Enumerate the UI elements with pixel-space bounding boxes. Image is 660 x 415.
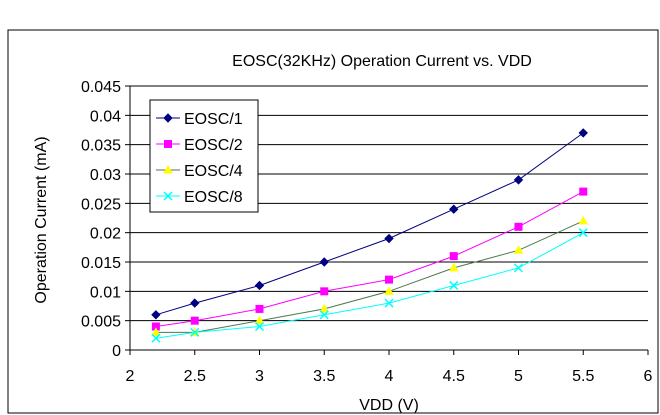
data-point <box>449 280 459 290</box>
legend-label: EOSC/2 <box>184 137 243 154</box>
y-tick-label: 0.04 <box>90 108 121 125</box>
legend-marker <box>163 191 173 201</box>
x-tick-label: 4 <box>385 368 394 385</box>
x-tick-label: 4.5 <box>443 368 465 385</box>
x-axis-title: VDD (V) <box>359 397 419 414</box>
data-point <box>151 310 161 320</box>
legend-label: EOSC/8 <box>184 189 243 206</box>
data-point <box>151 327 161 336</box>
legend-entry: EOSC/1 <box>156 111 243 128</box>
y-tick-label: 0.03 <box>90 167 121 184</box>
legend-marker <box>164 140 172 148</box>
data-point <box>254 315 265 325</box>
axes <box>125 85 649 355</box>
series-4 <box>151 228 588 343</box>
y-tick-label: 0 <box>112 343 121 360</box>
data-point <box>319 303 330 313</box>
data-point <box>254 322 265 332</box>
legend-entry: EOSC/4 <box>156 163 243 180</box>
x-tick-label: 5.5 <box>572 368 594 385</box>
data-point <box>579 187 588 196</box>
y-tick-label: 0.045 <box>81 79 121 96</box>
tick-labels: 0 0.005 0.01 0.015 0.02 0.025 0.03 0.035 0.04 0.0… <box>81 79 653 385</box>
legend-marker <box>163 113 173 123</box>
x-tick-label: 5 <box>514 368 523 385</box>
series-3 <box>151 215 589 336</box>
data-point <box>384 286 394 295</box>
y-tick-label: 0.02 <box>90 226 121 243</box>
data-point <box>578 228 588 238</box>
data-point <box>513 263 524 273</box>
y-tick-label: 0.005 <box>81 314 121 331</box>
y-tick-label: 0.01 <box>90 284 121 301</box>
y-tick-label: 0.035 <box>81 138 121 155</box>
data-point <box>151 333 161 343</box>
series-line <box>155 232 584 339</box>
x-tick-label: 3 <box>255 368 264 385</box>
data-point <box>578 128 588 138</box>
legend: EOSC/1 EOSC/2 EOSC/4 EOSC/8 <box>149 99 259 213</box>
x-tick-label: 2 <box>126 368 135 385</box>
y-tick-label: 0.015 <box>81 255 121 272</box>
data-point <box>190 327 200 337</box>
series-line <box>155 132 584 316</box>
series-line <box>155 191 584 327</box>
data-point <box>449 204 459 214</box>
series-line <box>155 220 584 333</box>
data-point <box>319 257 329 267</box>
data-point <box>255 304 264 313</box>
legend-label: EOSC/1 <box>184 111 243 128</box>
series-1 <box>151 128 588 320</box>
x-tick-label: 3.5 <box>313 368 335 385</box>
data-point <box>385 275 393 284</box>
data-point <box>190 298 200 308</box>
data-point <box>384 298 394 308</box>
data-point <box>190 316 199 325</box>
x-tick-label: 2.5 <box>184 368 206 385</box>
legend-entry: EOSC/2 <box>156 137 243 154</box>
series-group <box>151 128 589 343</box>
data-point <box>320 287 329 296</box>
data-point <box>578 215 589 225</box>
legend-label: EOSC/4 <box>184 163 243 180</box>
y-axis-title: Operation Current (mA) <box>33 136 50 303</box>
data-point <box>319 310 329 320</box>
data-point <box>513 245 524 254</box>
data-point <box>513 175 524 185</box>
data-point <box>449 252 458 261</box>
series-2 <box>151 187 588 331</box>
x-tick-label: 6 <box>644 368 653 385</box>
data-point <box>254 280 265 291</box>
legend-marker <box>163 164 173 174</box>
y-tick-label: 0.025 <box>81 196 121 213</box>
data-point <box>384 233 394 244</box>
data-point <box>514 222 523 231</box>
data-point <box>448 262 459 272</box>
legend-entry: EOSC/8 <box>156 189 243 206</box>
chart-title: EOSC(32KHz) Operation Current vs. VDD <box>232 53 532 70</box>
